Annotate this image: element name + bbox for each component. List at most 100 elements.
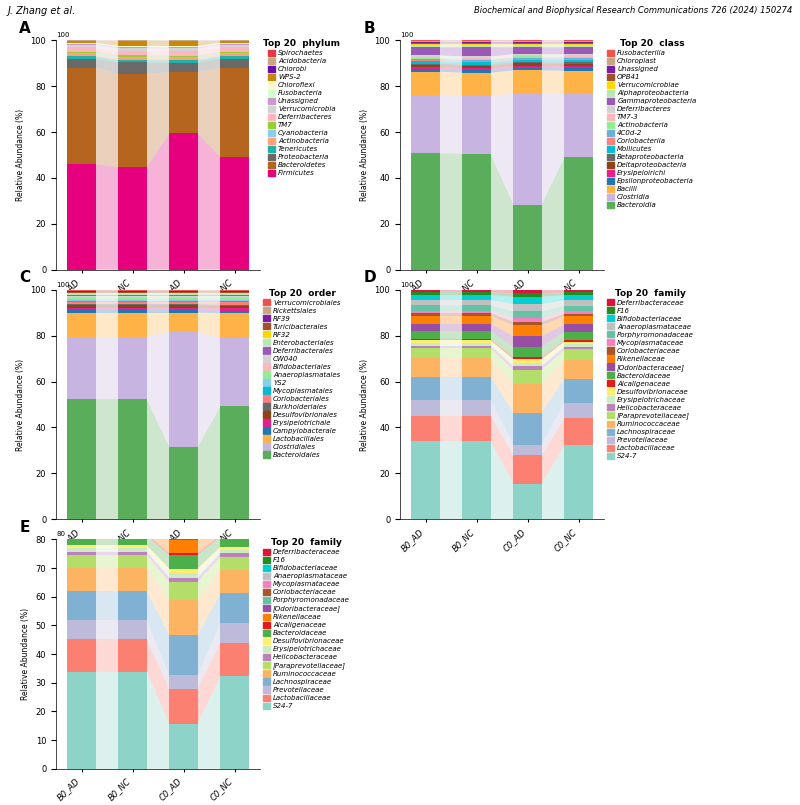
Bar	[221, 535, 249, 537]
Polygon shape	[95, 41, 118, 46]
Bar	[170, 486, 198, 491]
Polygon shape	[95, 399, 118, 519]
Bar	[67, 545, 95, 548]
Polygon shape	[146, 482, 170, 486]
Polygon shape	[490, 59, 514, 62]
Polygon shape	[95, 293, 118, 295]
Polygon shape	[439, 341, 462, 343]
Bar	[118, 293, 146, 295]
Bar	[462, 59, 490, 60]
Polygon shape	[198, 312, 221, 337]
Polygon shape	[198, 556, 221, 600]
Polygon shape	[542, 70, 565, 94]
Polygon shape	[95, 639, 118, 671]
Polygon shape	[542, 41, 565, 43]
Polygon shape	[146, 545, 170, 573]
Bar	[67, 671, 95, 769]
Bar	[411, 153, 439, 270]
Y-axis label: Relative Abundance (%): Relative Abundance (%)	[360, 358, 369, 451]
Polygon shape	[490, 290, 514, 293]
Bar	[67, 53, 95, 54]
Bar	[67, 534, 95, 535]
Polygon shape	[542, 54, 565, 56]
Polygon shape	[95, 555, 118, 568]
Bar	[67, 45, 95, 47]
Polygon shape	[95, 297, 118, 298]
Bar	[67, 620, 95, 639]
Bar	[411, 441, 439, 519]
Bar	[67, 551, 95, 555]
Polygon shape	[146, 293, 170, 295]
Polygon shape	[490, 324, 514, 347]
Polygon shape	[542, 360, 565, 412]
Bar	[118, 299, 146, 300]
Polygon shape	[439, 153, 462, 270]
Polygon shape	[542, 300, 565, 312]
Polygon shape	[146, 671, 170, 769]
Polygon shape	[146, 298, 170, 299]
Bar	[170, 568, 198, 573]
Bar	[565, 349, 593, 360]
Bar	[514, 68, 542, 70]
Polygon shape	[95, 548, 118, 551]
Bar	[221, 53, 249, 54]
Polygon shape	[439, 400, 462, 415]
Bar	[221, 311, 249, 313]
Text: 80: 80	[56, 531, 65, 537]
Bar	[462, 343, 490, 345]
Bar	[67, 52, 95, 53]
Bar	[565, 40, 593, 41]
Polygon shape	[95, 302, 118, 304]
Polygon shape	[95, 535, 118, 545]
Bar	[118, 508, 146, 514]
Bar	[170, 299, 198, 300]
Bar	[67, 505, 95, 508]
Polygon shape	[490, 292, 514, 297]
Polygon shape	[439, 61, 462, 64]
Bar	[514, 40, 542, 41]
Bar	[514, 384, 542, 412]
Bar	[462, 324, 490, 332]
Bar	[67, 68, 95, 164]
Bar	[462, 290, 490, 292]
Bar	[170, 41, 198, 46]
Bar	[170, 305, 198, 308]
Bar	[221, 553, 249, 556]
Bar	[565, 94, 593, 157]
Polygon shape	[439, 313, 462, 316]
Bar	[170, 573, 198, 578]
Bar	[411, 358, 439, 377]
Polygon shape	[198, 489, 221, 500]
Polygon shape	[146, 295, 170, 297]
Polygon shape	[542, 43, 565, 45]
Polygon shape	[198, 52, 221, 56]
Bar	[170, 582, 198, 600]
Polygon shape	[439, 56, 462, 59]
Bar	[462, 377, 490, 400]
Bar	[565, 341, 593, 345]
Polygon shape	[542, 157, 565, 270]
Y-axis label: Relative Abundance (%): Relative Abundance (%)	[16, 109, 25, 201]
Polygon shape	[146, 72, 170, 167]
Polygon shape	[198, 43, 221, 47]
Bar	[118, 62, 146, 74]
Bar	[221, 642, 249, 676]
Polygon shape	[490, 295, 514, 304]
Bar	[411, 377, 439, 400]
Bar	[411, 324, 439, 332]
Polygon shape	[439, 60, 462, 62]
Bar	[411, 339, 439, 341]
Polygon shape	[439, 377, 462, 400]
Bar	[462, 45, 490, 47]
Text: C: C	[19, 270, 30, 285]
Bar	[462, 61, 490, 62]
Polygon shape	[198, 537, 221, 568]
Polygon shape	[146, 299, 170, 300]
Bar	[67, 495, 95, 502]
Polygon shape	[490, 345, 514, 369]
Bar	[514, 297, 542, 304]
Bar	[565, 360, 593, 378]
Bar	[565, 47, 593, 54]
Bar	[170, 555, 198, 568]
Bar	[462, 72, 490, 96]
